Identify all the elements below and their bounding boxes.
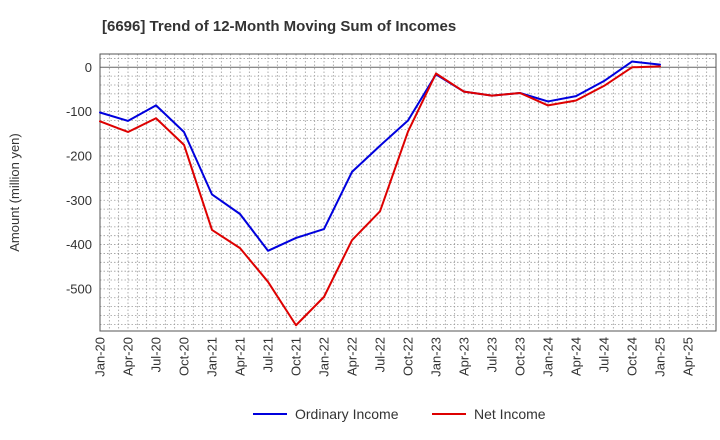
legend: Ordinary Income Net Income [253,406,546,422]
y-tick-label: -300 [66,193,92,208]
y-axis-label-group: Amount (million yen) [7,133,22,252]
legend-label: Net Income [474,406,546,422]
y-tick-label: -200 [66,148,92,163]
x-tick-label: Oct-24 [625,337,640,376]
y-axis-label: Amount (million yen) [7,133,22,252]
x-tick-label: Oct-23 [513,337,528,376]
x-tick-label: Oct-20 [177,337,192,376]
x-tick-label: Jan-22 [317,337,332,377]
x-tick-label: Oct-21 [289,337,304,376]
x-tick-label: Apr-24 [569,337,584,376]
series-line-ordinary-income [99,60,661,252]
x-tick-label: Apr-23 [457,337,472,376]
x-tick-label: Jan-21 [205,337,220,377]
x-tick-label: Apr-20 [121,337,136,376]
plot-frame [99,53,717,332]
y-tick-label: -100 [66,104,92,119]
x-tick-label: Jan-20 [93,337,108,377]
y-tick-label: -400 [66,237,92,252]
chart-title: [6696] Trend of 12-Month Moving Sum of I… [102,18,456,35]
x-tick-label: Jul-24 [597,337,612,372]
grid-layer [100,54,716,331]
x-tick-label: Oct-22 [401,337,416,376]
y-tick-label: 0 [85,60,92,75]
legend-label: Ordinary Income [295,406,399,422]
x-tick-label: Apr-22 [345,337,360,376]
x-tick-label: Jul-20 [149,337,164,372]
x-tick-label: Jan-24 [541,337,556,377]
series-line-net-income [99,65,661,327]
y-tick-label: -500 [66,281,92,296]
series-layer [99,60,661,327]
x-tick-label: Jul-21 [261,337,276,372]
x-tick-label: Apr-21 [233,337,248,376]
axis-layer: 0 -100 -200 -300 -400 -500 Jan-20 Apr-20 Jul-20 O… [66,53,717,377]
x-tick-label: Jan-25 [653,337,668,377]
x-tick-label: Apr-25 [681,337,696,376]
x-tick-label: Jul-22 [373,337,388,372]
x-tick-label: Jan-23 [429,337,444,377]
x-tick-label: Jul-23 [485,337,500,372]
